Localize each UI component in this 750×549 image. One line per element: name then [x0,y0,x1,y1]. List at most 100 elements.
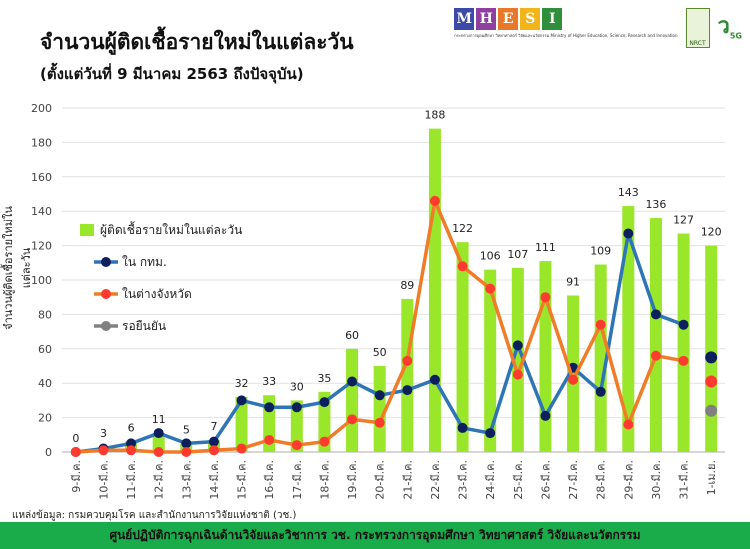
data-point [512,369,523,380]
data-label: 6 [128,422,135,435]
data-point [347,414,358,425]
bar [677,233,690,452]
data-point [208,436,219,447]
data-point [264,402,275,413]
data-label: 33 [262,375,276,388]
y-tick-label: 180 [31,136,52,149]
data-label: 30 [290,380,304,393]
data-point [402,355,413,366]
data-point [595,386,606,397]
bar [484,269,497,452]
x-tick-label: 1-เม.ย. [705,460,718,495]
data-label: 3 [100,427,107,440]
x-tick-label: 28-มี.ค. [595,460,608,500]
bar [705,245,718,452]
x-tick-label: 14-มี.ค. [208,460,221,500]
data-label: 91 [566,275,580,288]
legend-marker [101,289,111,299]
y-tick-label: 0 [45,446,52,459]
page-subtitle: (ตั้งแต่วันที่ 9 มีนาคม 2563 ถึงปัจจุบัน… [40,65,304,83]
data-label: 0 [72,432,79,445]
bar [649,218,662,452]
y-tick-label: 60 [38,343,52,356]
bar [567,295,580,452]
x-tick-label: 31-มี.ค. [678,460,691,500]
x-tick-label: 21-มี.ค. [401,460,414,500]
data-label: 122 [452,222,473,235]
x-tick-label: 18-มี.ค. [318,460,331,500]
data-label: 107 [507,248,528,261]
data-point [374,417,385,428]
bar [622,206,635,452]
footer-banner: ศูนย์ปฏิบัติการฉุกเฉินด้านวิจัยและวิชากา… [0,522,750,549]
bar [346,348,359,452]
data-point [705,404,718,417]
legend-label: ผู้ติดเชื้อรายใหม่ในแต่ละวัน [100,221,242,238]
data-point [650,350,661,361]
data-label: 60 [345,329,359,342]
y-tick-label: 160 [31,171,52,184]
data-point [98,445,109,456]
data-label: 188 [424,109,445,122]
data-label: 89 [400,279,414,292]
source-note: แหล่งข้อมูล: กรมควบคุมโรค และสำนักงานการ… [12,510,297,521]
data-point [457,422,468,433]
legend-label: รอยืนยัน [122,319,166,333]
bar [456,242,469,452]
data-point [181,438,192,449]
data-point [678,319,689,330]
y-tick-label: 20 [38,412,52,425]
data-label: 5 [183,423,190,436]
y-tick-label: 80 [38,308,52,321]
legend-marker [101,257,111,267]
data-label: 136 [645,198,666,211]
data-label: 35 [317,372,331,385]
legend-swatch-bar [80,224,94,236]
bar [235,396,248,452]
data-point [485,283,496,294]
data-label: 120 [701,226,722,239]
x-tick-label: 24-มี.ค. [484,460,497,500]
data-label: 7 [210,420,217,433]
data-point [264,434,275,445]
x-tick-label: 25-มี.ค. [512,460,525,500]
data-point [705,375,718,388]
data-point [595,319,606,330]
x-tick-label: 16-มี.ค. [263,460,276,500]
bar [539,261,552,452]
bar [318,391,331,452]
data-point [126,438,137,449]
data-label: 106 [480,250,501,263]
data-point [512,340,523,351]
bar [428,128,441,452]
bar [373,366,386,452]
data-point [347,376,358,387]
data-point [485,428,496,439]
x-tick-label: 12-มี.ค. [153,460,166,500]
data-point [402,385,413,396]
page-title: จำนวนผู้ติดเชื้อรายใหม่ในแต่ละวัน [40,30,354,54]
y-tick-label: 140 [31,205,52,218]
nrct-logo: NRCT [685,8,710,48]
x-tick-label: 30-มี.ค. [650,460,663,500]
data-point [429,374,440,385]
data-label: 143 [618,186,639,199]
data-point [568,374,579,385]
data-point [236,443,247,454]
data-point [429,195,440,206]
data-point [705,351,718,364]
data-point [153,447,164,457]
data-point [70,447,81,457]
bar [594,264,607,452]
x-tick-label: 19-มี.ค. [346,460,359,500]
data-point [457,261,468,272]
x-tick-label: 27-มี.ค. [567,460,580,500]
data-point [181,447,192,457]
data-point [236,395,247,406]
bar [290,400,303,452]
data-point [291,402,302,413]
y-tick-label: 100 [31,274,52,287]
